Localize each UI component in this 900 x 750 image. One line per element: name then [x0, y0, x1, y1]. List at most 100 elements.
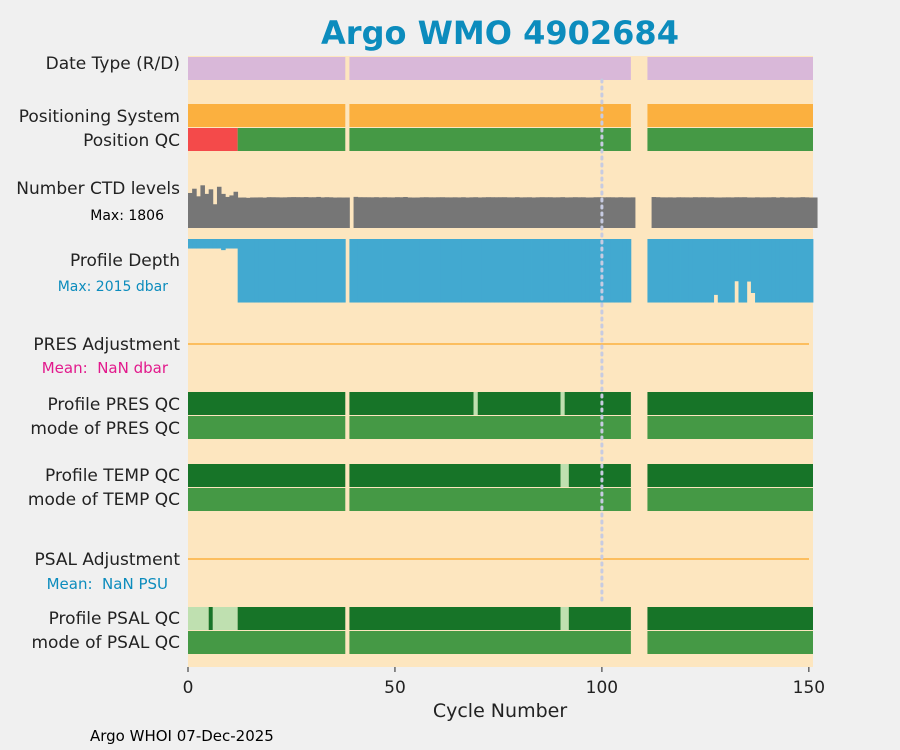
chart-title: Argo WMO 4902684	[321, 14, 679, 52]
profile-depth-bar	[411, 239, 417, 303]
x-tick-label: 100	[586, 678, 618, 698]
positioning-segment-1	[349, 104, 631, 127]
profile-depth-bar	[419, 239, 425, 303]
ctd-level-bar	[779, 197, 785, 228]
profile-depth-bar	[233, 239, 239, 249]
profile-depth-bar	[713, 239, 719, 295]
mode-pres-qc-segment-2	[647, 416, 813, 439]
ctd-level-bar	[510, 197, 516, 228]
ctd-level-bar	[601, 197, 607, 228]
ctd-level-bar	[436, 197, 441, 228]
position-qc-label: Position QC	[83, 131, 180, 151]
profile-depth-bar	[796, 239, 801, 303]
profile-depth-bar	[548, 239, 553, 303]
profile-psal-qc-segment-7	[647, 607, 813, 630]
ctd-level-bar	[411, 197, 417, 228]
profile-depth-bar	[477, 239, 483, 303]
profile-depth-bar	[655, 239, 661, 303]
ctd-level-bar	[473, 197, 479, 228]
profile-depth-bar	[672, 239, 677, 303]
profile-depth-bar	[684, 239, 690, 303]
ctd-level-bar	[399, 197, 404, 228]
profile-depth-bar	[626, 239, 632, 303]
pres-adjustment-label: PRES Adjustment	[33, 335, 180, 355]
mode-pres-qc-segment-0	[188, 416, 346, 439]
ctd-level-bar	[353, 196, 359, 228]
profile-depth-bar	[270, 239, 276, 303]
ctd-level-bar	[734, 197, 739, 228]
profile-depth-bar	[291, 239, 297, 303]
ctd-level-bar	[229, 195, 234, 228]
profile-depth-bar	[262, 239, 268, 303]
ctd-level-bar	[386, 197, 392, 228]
profile-depth-bar	[353, 239, 359, 303]
ctd-level-bar	[717, 197, 723, 228]
ctd-level-bar	[697, 197, 702, 228]
profile-depth-bar	[651, 239, 657, 303]
ctd-level-bar	[813, 197, 818, 228]
ctd-level-bar	[200, 185, 205, 228]
profile-depth-bar	[192, 239, 197, 249]
profile-depth-bar	[221, 239, 226, 251]
profile-pres-qc-segment-6	[647, 392, 813, 415]
ctd-level-bar	[705, 197, 710, 228]
ctd-level-bar	[407, 197, 412, 228]
date-type-label: Date Type (R/D)	[46, 54, 180, 74]
profile-depth-bar	[597, 239, 603, 303]
ctd-level-bar	[192, 188, 197, 228]
profile-depth-bar	[726, 239, 731, 303]
ctd-level-bar	[486, 197, 491, 228]
profile-depth-bar	[258, 239, 263, 303]
ctd-level-bar	[775, 197, 781, 228]
ctd-level-bar	[506, 197, 512, 228]
profile-depth-bar	[394, 239, 400, 303]
profile-depth-bar	[581, 239, 586, 303]
profile-depth-bar	[299, 239, 305, 303]
profile-depth-bar	[519, 239, 524, 303]
profile-depth-bar	[564, 239, 570, 303]
profile-depth-bar	[539, 239, 545, 303]
profile-depth-bar	[701, 239, 706, 303]
position-qc-segment-2	[349, 128, 631, 151]
profile-depth-bar	[481, 239, 487, 303]
ctd-level-bar	[610, 197, 615, 228]
ctd-level-bar	[274, 197, 280, 228]
profile-depth-bar	[283, 239, 288, 303]
position-qc-segment-0	[188, 128, 238, 151]
profile-depth-bar	[589, 239, 595, 303]
profile-depth-bar	[324, 239, 330, 303]
profile-depth-bar	[734, 239, 739, 282]
mode-temp-qc-label: mode of TEMP QC	[28, 490, 180, 510]
psal-adjustment-mean: Mean: NaN PSU	[47, 575, 168, 593]
ctd-level-bar	[216, 186, 222, 228]
ctd-level-bar	[469, 197, 474, 228]
profile-depth-bar	[200, 239, 205, 249]
ctd-level-bar	[324, 197, 330, 228]
ctd-level-bar	[390, 197, 396, 228]
ctd-level-bar	[283, 197, 288, 228]
profile-depth-bar	[730, 239, 735, 303]
ctd-level-bar	[672, 197, 677, 228]
profile-depth-bar	[337, 239, 342, 303]
profile-depth-bar	[361, 239, 367, 303]
profile-depth-bar	[647, 239, 652, 303]
ctd-level-bar	[357, 197, 363, 228]
profile-depth-bar	[498, 239, 503, 303]
ctd-level-bar	[461, 197, 466, 228]
profile-depth-bar	[440, 239, 446, 303]
ctd-level-bar	[212, 204, 218, 228]
profile-depth-bar	[523, 239, 528, 303]
ctd-level-bar	[378, 197, 383, 228]
ctd-level-bar	[312, 197, 317, 228]
ctd-level-bar	[188, 192, 193, 228]
profile-depth-bar	[308, 239, 313, 303]
ctd-level-bar	[585, 197, 590, 228]
ctd-levels-label: Number CTD levels	[16, 179, 180, 199]
ctd-level-bar	[651, 197, 657, 228]
profile-psal-qc-segment-6	[568, 607, 631, 630]
ctd-level-bar	[444, 197, 450, 228]
ctd-level-bar	[514, 197, 520, 228]
profile-depth-bar	[543, 239, 549, 303]
ctd-level-bar	[688, 197, 694, 228]
profile-depth-bar	[535, 239, 541, 303]
